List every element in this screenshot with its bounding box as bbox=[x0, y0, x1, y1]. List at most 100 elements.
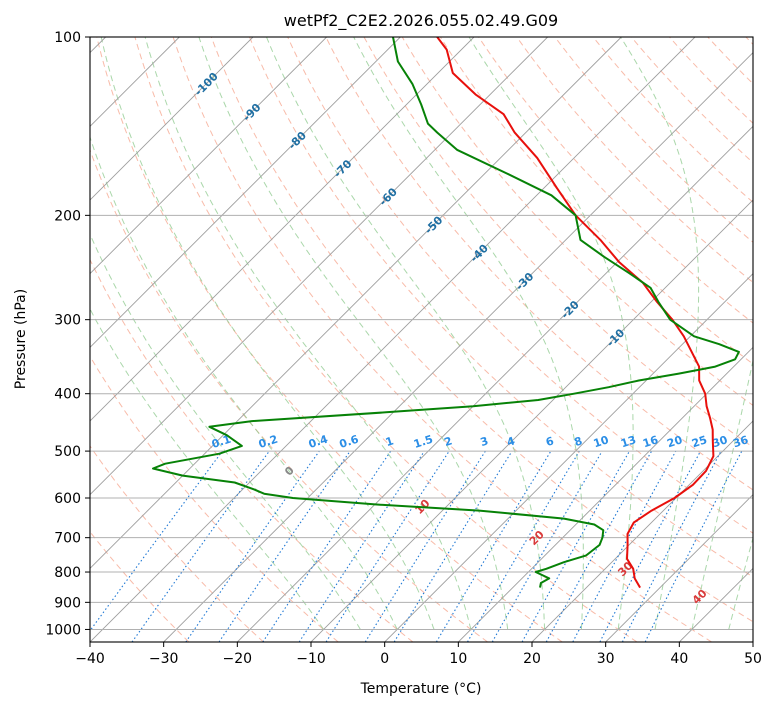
mixing-ratio-line bbox=[521, 450, 630, 642]
moist-adiabat bbox=[620, 37, 700, 630]
moist-adiabat bbox=[90, 135, 398, 630]
y-tick-label: 100 bbox=[54, 30, 81, 46]
dry-adiabat bbox=[401, 37, 753, 406]
dry-adiabat bbox=[172, 37, 712, 642]
dry-adiabat bbox=[90, 445, 264, 642]
isotherm bbox=[752, 641, 753, 642]
y-tick-label: 600 bbox=[54, 491, 81, 507]
temperature-line bbox=[436, 37, 715, 589]
isotherm bbox=[90, 37, 327, 275]
x-tick-label: −40 bbox=[75, 651, 105, 667]
isotherm bbox=[384, 273, 753, 642]
dry-adiabat bbox=[516, 37, 753, 284]
x-tick-label: 10 bbox=[449, 651, 467, 667]
isotherm bbox=[605, 494, 753, 642]
y-tick-label: 1000 bbox=[45, 622, 81, 638]
isotherm bbox=[90, 37, 696, 642]
moist-adiabat bbox=[198, 37, 509, 630]
dry-adiabat bbox=[325, 37, 753, 491]
y-tick-label: 900 bbox=[54, 595, 81, 611]
x-axis-label: Temperature (°C) bbox=[360, 681, 482, 697]
mixing-ratio-line bbox=[364, 450, 486, 642]
dry-adiabat bbox=[287, 37, 753, 534]
isotherm bbox=[90, 37, 548, 496]
mixing-ratio-label: 4 bbox=[505, 434, 517, 449]
x-tick-label: 40 bbox=[670, 651, 688, 667]
y-tick-label: 800 bbox=[54, 565, 81, 581]
moist-adiabat bbox=[90, 308, 324, 630]
isotherm bbox=[163, 52, 753, 642]
x-axis-ticks: −40 −30 −20 −10 0 10 20 30 40 50 bbox=[75, 642, 762, 667]
mixing-ratio-line bbox=[393, 450, 513, 642]
dry-adiabat bbox=[630, 37, 753, 164]
chart-title: wetPf2_C2E2.2026.055.02.49.G09 bbox=[284, 11, 558, 31]
mixing-ratio-line bbox=[467, 450, 580, 642]
moist-adiabat bbox=[144, 37, 472, 630]
mixing-ratio-label: 0.1 bbox=[210, 433, 233, 451]
plot-background bbox=[90, 37, 753, 642]
y-tick-label: 300 bbox=[54, 313, 81, 329]
mixing-ratio-line bbox=[491, 450, 603, 642]
dry-adiabat bbox=[478, 37, 753, 324]
isotherm bbox=[237, 125, 753, 642]
y-axis-ticks: 100 200 300 400 500 600 700 800 900 1000 bbox=[45, 30, 90, 638]
isotherm bbox=[458, 346, 753, 642]
mixing-ratio-line bbox=[90, 450, 223, 632]
mixing-ratio-line bbox=[572, 450, 677, 642]
moist-adiabat bbox=[266, 37, 546, 630]
mixing-ratio-label: 10 bbox=[592, 433, 611, 450]
dry-adiabat bbox=[592, 37, 753, 203]
y-tick-label: 400 bbox=[54, 387, 81, 403]
y-tick-label: 500 bbox=[54, 444, 81, 460]
mixing-ratio-line bbox=[325, 450, 450, 642]
mixing-ratio-label: 30 bbox=[711, 433, 730, 450]
mixing-ratio-label: 2 bbox=[443, 434, 454, 449]
mixing-ratio-label: 3 bbox=[479, 434, 490, 449]
mixing-ratio-label: 1 bbox=[384, 434, 395, 449]
isotherm bbox=[90, 37, 401, 348]
isotherm bbox=[531, 420, 753, 642]
mixing-ratio-label: 6 bbox=[544, 434, 556, 449]
mixing-ratio-label: 0.2 bbox=[257, 433, 280, 451]
isotherm bbox=[310, 199, 753, 642]
x-tick-label: 20 bbox=[523, 651, 541, 667]
x-tick-label: −10 bbox=[296, 651, 326, 667]
x-tick-label: 30 bbox=[597, 651, 615, 667]
mixing-ratio-line bbox=[435, 450, 552, 642]
moist-adiabat bbox=[468, 37, 634, 630]
dewpoint-line bbox=[152, 37, 740, 588]
x-tick-label: 50 bbox=[744, 651, 762, 667]
moist-adiabat bbox=[90, 233, 361, 630]
dry-adiabat bbox=[134, 37, 638, 642]
y-tick-label: 700 bbox=[54, 531, 81, 547]
pressure-gridlines bbox=[90, 37, 753, 630]
moist-adiabat bbox=[691, 358, 753, 630]
mixing-ratio-label: 0.6 bbox=[338, 432, 361, 450]
mixing-ratio-label: 25 bbox=[690, 433, 709, 450]
y-tick-label: 200 bbox=[54, 208, 81, 224]
mixing-ratio-line bbox=[185, 450, 320, 642]
isotherm bbox=[90, 37, 475, 422]
mixing-ratio-label: 1.5 bbox=[412, 433, 435, 451]
dry-adiabat bbox=[210, 37, 753, 623]
x-tick-label: −30 bbox=[149, 651, 179, 667]
y-axis-label: Pressure (hPa) bbox=[13, 289, 29, 389]
mixing-ratio-label: 8 bbox=[573, 434, 584, 449]
mixing-ratio-label: 13 bbox=[619, 433, 638, 450]
moist-adiabat bbox=[728, 536, 753, 630]
profile-lines bbox=[152, 37, 740, 589]
mixing-ratio-label: 16 bbox=[641, 433, 660, 450]
mixing-ratio-label: 0.4 bbox=[307, 432, 330, 450]
mixing-ratio-label: 36 bbox=[731, 433, 750, 450]
mixing-ratio-line bbox=[218, 450, 351, 642]
moist-adiabat bbox=[766, 37, 775, 629]
isotherm bbox=[90, 37, 254, 201]
moist-adiabat bbox=[353, 37, 584, 630]
mixing-ratio-line bbox=[131, 450, 270, 642]
dry-adiabat bbox=[363, 37, 753, 448]
x-tick-label: −20 bbox=[223, 651, 253, 667]
x-tick-label: 0 bbox=[380, 651, 389, 667]
dry-adiabat bbox=[90, 258, 414, 642]
mixing-ratio-label: 20 bbox=[665, 433, 684, 450]
